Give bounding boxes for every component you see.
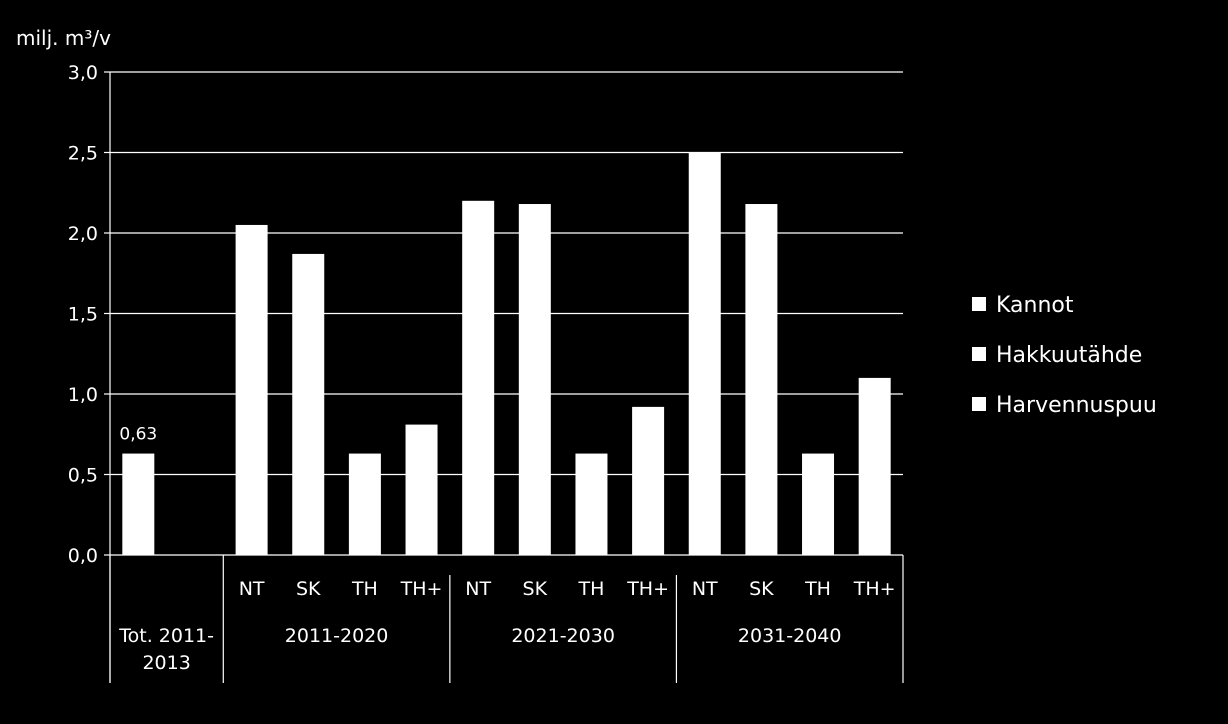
x-tick-label: TH+ bbox=[853, 578, 896, 600]
axis-labels: 0,0 0,5 1,0 1,5 2,0 2,5 3,0 0,63 Tot. 2011- 2013 N… bbox=[68, 62, 896, 674]
x-tick-label: TH bbox=[351, 578, 378, 600]
bar bbox=[575, 453, 608, 555]
group-label: 2021-2030 bbox=[511, 625, 615, 647]
bar bbox=[122, 453, 155, 555]
x-tick-label: TH bbox=[804, 578, 831, 600]
axes bbox=[104, 71, 904, 683]
group-label: 2031-2040 bbox=[738, 625, 842, 647]
group-label: 2011-2020 bbox=[285, 625, 389, 647]
data-label: 0,63 bbox=[119, 425, 157, 445]
x-tick-label: SK bbox=[749, 578, 774, 600]
legend-swatch bbox=[972, 347, 986, 361]
legend: Kannot Hakkuutähde Harvennuspuu bbox=[972, 293, 1157, 418]
bar bbox=[235, 224, 268, 555]
y-tick-label: 1,5 bbox=[68, 304, 98, 326]
x-tick-label: TH bbox=[578, 578, 605, 600]
x-tick-label: SK bbox=[523, 578, 548, 600]
bar bbox=[405, 424, 438, 555]
bar bbox=[632, 406, 665, 555]
legend-label: Harvennuspuu bbox=[996, 393, 1157, 418]
y-tick-label: 2,0 bbox=[68, 223, 98, 245]
y-tick-label: 2,5 bbox=[68, 143, 98, 165]
x-tick-label: NT bbox=[692, 578, 718, 600]
x-tick-label: NT bbox=[239, 578, 265, 600]
y-tick-label: 1,0 bbox=[68, 384, 98, 406]
legend-label: Hakkuutähde bbox=[996, 343, 1142, 368]
x-tick-label: TH+ bbox=[626, 578, 669, 600]
y-tick-label: 3,0 bbox=[68, 62, 98, 84]
y-tick-label: 0,0 bbox=[68, 545, 98, 567]
bar bbox=[745, 204, 778, 555]
bar bbox=[348, 453, 381, 555]
bars bbox=[122, 152, 891, 556]
y-axis-title: milj. m³/v bbox=[16, 26, 111, 50]
x-tick-label: NT bbox=[465, 578, 491, 600]
x-tick-label: SK bbox=[296, 578, 321, 600]
bar bbox=[292, 253, 325, 555]
bar bbox=[688, 152, 721, 555]
grid-lines bbox=[110, 71, 903, 476]
bar bbox=[462, 200, 495, 556]
legend-swatch bbox=[972, 297, 986, 311]
bar bbox=[802, 453, 835, 555]
bar bbox=[858, 377, 891, 555]
y-tick-label: 0,5 bbox=[68, 465, 98, 487]
group-label: 2013 bbox=[142, 652, 190, 674]
legend-swatch bbox=[972, 397, 986, 411]
x-tick-label: TH+ bbox=[400, 578, 443, 600]
legend-label: Kannot bbox=[996, 293, 1074, 318]
bar bbox=[518, 204, 551, 555]
group-label: Tot. 2011- bbox=[118, 625, 214, 647]
